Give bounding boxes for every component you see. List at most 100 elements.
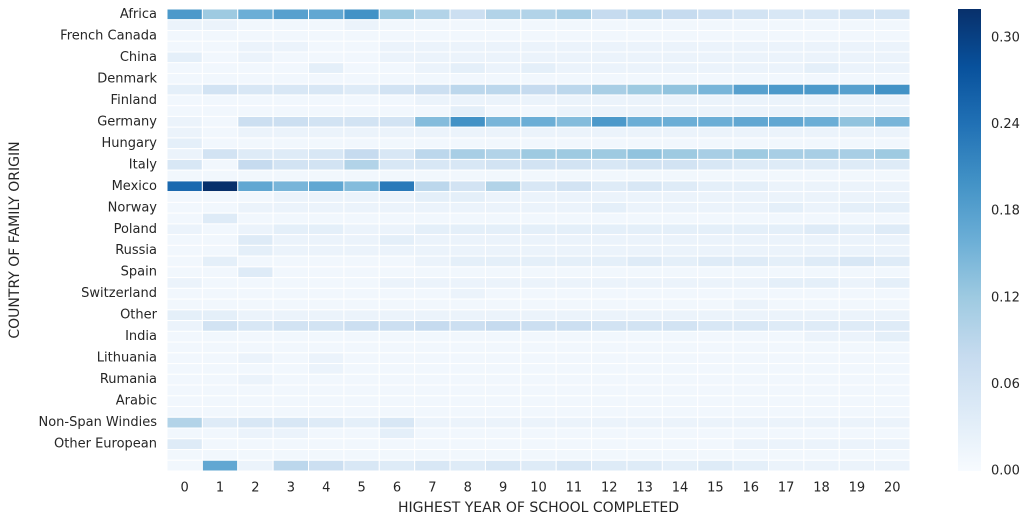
heatmap-cell xyxy=(520,137,557,150)
heatmap-cell xyxy=(520,212,557,225)
heatmap-cell xyxy=(166,298,203,311)
heatmap-cell xyxy=(732,212,769,225)
heatmap-cell xyxy=(272,40,310,53)
x-tick-label: 12 xyxy=(601,481,618,496)
heatmap-cell xyxy=(201,287,239,300)
heatmap-cell xyxy=(378,83,416,96)
heatmap-cell xyxy=(555,244,593,257)
heatmap-cell xyxy=(732,115,769,128)
heatmap-cell xyxy=(767,126,805,139)
heatmap-cell xyxy=(166,287,203,300)
heatmap-cell xyxy=(838,234,876,246)
heatmap-cell xyxy=(449,341,486,354)
heatmap-cell xyxy=(237,234,274,246)
heatmap-cell xyxy=(272,126,310,139)
heatmap-cell xyxy=(591,169,628,182)
heatmap-cell xyxy=(343,449,380,461)
heatmap-cell xyxy=(732,126,769,139)
heatmap-cell xyxy=(732,83,769,96)
heatmap-cell xyxy=(201,320,239,332)
heatmap-cell xyxy=(237,459,274,472)
heatmap-cell xyxy=(414,169,451,182)
heatmap-cell xyxy=(272,62,310,74)
heatmap-cell xyxy=(767,416,805,429)
heatmap-cell xyxy=(484,51,522,64)
x-tick-label: 17 xyxy=(778,481,795,496)
heatmap-cell xyxy=(732,416,769,429)
colorbar-tick-label: 0.00 xyxy=(991,464,1020,479)
heatmap-cell xyxy=(166,29,203,42)
heatmap-cell xyxy=(201,384,239,397)
heatmap-cell xyxy=(520,330,557,343)
heatmap-cell xyxy=(414,180,451,193)
heatmap-cell xyxy=(484,395,522,408)
heatmap-cell xyxy=(378,395,416,408)
heatmap-cell xyxy=(732,449,769,461)
heatmap-cell xyxy=(343,341,380,354)
heatmap-cell xyxy=(555,459,593,472)
heatmap-cell xyxy=(237,373,274,386)
heatmap-cell xyxy=(414,244,451,257)
heatmap-cell xyxy=(378,255,416,268)
heatmap-cell xyxy=(555,83,593,96)
heatmap-cell xyxy=(591,352,628,365)
heatmap-cell xyxy=(449,83,486,96)
heatmap-cell xyxy=(378,330,416,343)
heatmap-cell xyxy=(201,406,239,418)
heatmap-cell xyxy=(308,40,345,53)
heatmap-cell xyxy=(237,449,274,461)
y-tick-label: Africa xyxy=(120,7,157,22)
heatmap-cell xyxy=(166,266,203,279)
heatmap-cell xyxy=(626,234,663,246)
heatmap-cell xyxy=(414,8,451,21)
heatmap-cell xyxy=(555,266,593,279)
heatmap-cell xyxy=(732,320,769,332)
heatmap-cell xyxy=(661,83,699,96)
heatmap-cell xyxy=(484,169,522,182)
heatmap-cell xyxy=(520,115,557,128)
heatmap-cell xyxy=(874,416,911,429)
y-tick-label: Switzerland xyxy=(81,286,157,301)
heatmap-cell xyxy=(732,352,769,365)
heatmap-cell xyxy=(697,277,734,289)
heatmap-cell xyxy=(520,8,557,21)
heatmap-cell xyxy=(166,158,203,171)
heatmap-cell xyxy=(484,105,522,117)
heatmap-cell xyxy=(874,395,911,408)
heatmap-cell xyxy=(308,51,345,64)
heatmap-cell xyxy=(272,287,310,300)
heatmap-cell xyxy=(697,373,734,386)
heatmap-cell xyxy=(414,459,451,472)
heatmap-cell xyxy=(803,29,840,42)
heatmap-cell xyxy=(272,384,310,397)
heatmap-cell xyxy=(767,40,805,53)
heatmap-cell xyxy=(803,395,840,408)
heatmap-cell xyxy=(767,427,805,440)
heatmap-cell xyxy=(767,395,805,408)
heatmap-cell xyxy=(767,244,805,257)
heatmap-cell xyxy=(484,137,522,150)
x-tick-label: 10 xyxy=(530,481,547,496)
heatmap-cell xyxy=(874,8,911,21)
heatmap-cell xyxy=(484,72,522,85)
heatmap-cell xyxy=(414,309,451,322)
heatmap-cell xyxy=(626,212,663,225)
heatmap-cell xyxy=(308,416,345,429)
heatmap-cell xyxy=(237,384,274,397)
heatmap-cell xyxy=(449,169,486,182)
heatmap-cell xyxy=(378,427,416,440)
heatmap-cell xyxy=(201,459,239,472)
heatmap-cell xyxy=(378,438,416,451)
heatmap-cell xyxy=(874,363,911,375)
heatmap-cell xyxy=(414,449,451,461)
heatmap-cell xyxy=(626,137,663,150)
heatmap-cell xyxy=(661,72,699,85)
heatmap-cell xyxy=(874,29,911,42)
heatmap-cell xyxy=(272,19,310,31)
heatmap-cell xyxy=(661,341,699,354)
heatmap-cell xyxy=(626,427,663,440)
heatmap-cell xyxy=(520,62,557,74)
heatmap-cell xyxy=(661,169,699,182)
heatmap-cell xyxy=(874,191,911,203)
heatmap-cell xyxy=(201,148,239,160)
